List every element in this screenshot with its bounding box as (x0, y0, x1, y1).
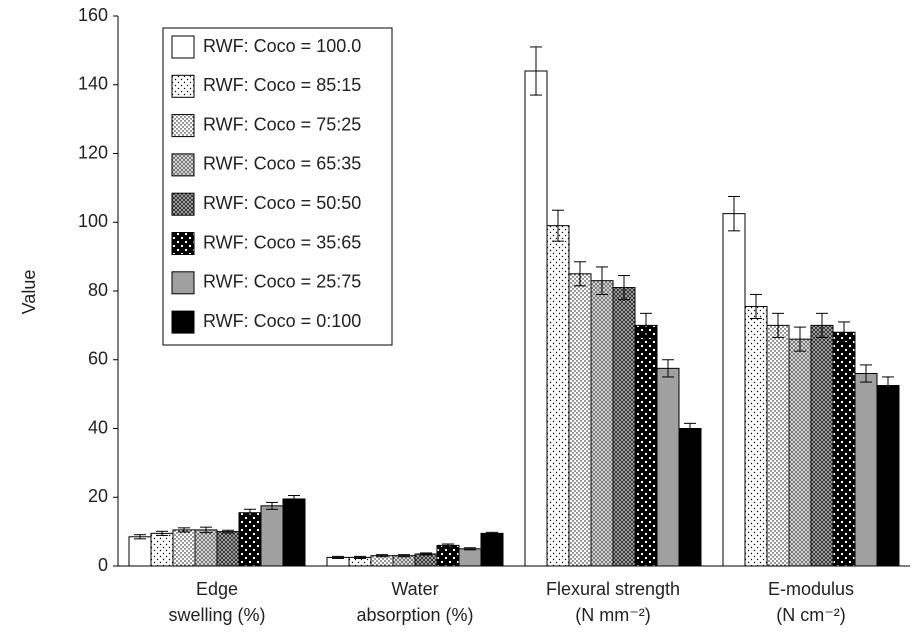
error-bar (244, 508, 256, 517)
bar (436, 544, 460, 567)
bar (678, 428, 702, 567)
bar (744, 305, 768, 567)
legend-swatch (171, 232, 195, 255)
legend-swatch (171, 74, 195, 98)
bar (172, 529, 196, 567)
error-bar (420, 552, 432, 556)
y-tick-label: 140 (78, 74, 108, 94)
y-tick-label: 100 (78, 211, 108, 231)
bar (546, 225, 570, 567)
error-bar (816, 312, 828, 338)
legend-swatch (171, 192, 195, 216)
bar (788, 338, 812, 567)
error-bar (596, 266, 608, 295)
error-bar (398, 554, 410, 558)
y-tick-label: 60 (88, 349, 108, 369)
error-bar (354, 555, 366, 559)
legend-label: RWF: Coco = 100.0 (203, 36, 361, 56)
error-bar (794, 326, 806, 352)
error-bar (728, 195, 740, 232)
error-bar (486, 531, 498, 535)
bar (876, 385, 900, 567)
bar (766, 324, 790, 567)
x-tick-label: (N cm⁻²) (776, 605, 845, 625)
y-tick-label: 40 (88, 417, 108, 437)
bar (634, 324, 658, 567)
legend-swatch (171, 153, 195, 177)
error-bar (156, 530, 168, 536)
bar (458, 548, 482, 567)
error-bar (772, 312, 784, 338)
bar (832, 331, 856, 567)
bar (194, 529, 218, 567)
error-bar (222, 529, 234, 534)
error-bar (200, 526, 212, 534)
error-bar (860, 364, 872, 383)
legend-swatch (171, 35, 195, 59)
bar (370, 555, 394, 567)
x-tick-label: Edge (196, 579, 238, 599)
bar (282, 498, 306, 567)
x-tick-label: absorption (%) (356, 605, 473, 625)
error-bar (376, 554, 388, 558)
error-bar (882, 376, 894, 395)
error-bar (288, 495, 300, 503)
bar (656, 367, 680, 567)
legend-swatch (171, 310, 195, 334)
legend-label: RWF: Coco = 85:15 (203, 75, 361, 95)
x-tick-label: (N mm⁻²) (575, 605, 650, 625)
bar (854, 373, 878, 567)
bar (414, 553, 438, 567)
bar (480, 532, 504, 567)
legend (162, 27, 393, 346)
bar (392, 555, 416, 567)
error-bar (530, 46, 542, 96)
legend-label: RWF: Coco = 35:65 (203, 232, 361, 252)
bar (810, 324, 834, 567)
y-tick-label: 80 (88, 280, 108, 300)
y-tick-label: 0 (98, 555, 108, 575)
error-bar (178, 527, 190, 533)
x-tick-label: Water (391, 579, 438, 599)
bar (216, 531, 240, 567)
error-bar (618, 275, 630, 301)
legend-label: RWF: Coco = 0:100 (203, 311, 361, 331)
error-bar (662, 359, 674, 378)
error-bar (332, 555, 344, 559)
error-bar (750, 293, 762, 319)
bar (722, 213, 746, 567)
error-bar (266, 501, 278, 510)
error-bar (684, 422, 696, 435)
x-tick-label: E-modulus (768, 579, 854, 599)
error-bar (838, 321, 850, 344)
legend-label: RWF: Coco = 25:75 (203, 272, 361, 292)
y-tick-label: 120 (78, 142, 108, 162)
y-axis-label: Value (19, 270, 39, 315)
bar (238, 512, 262, 567)
legend-label: RWF: Coco = 50:50 (203, 193, 361, 213)
error-bar (574, 261, 586, 287)
legend-swatch (171, 271, 195, 295)
error-bar (464, 547, 476, 551)
bar (260, 505, 284, 567)
bar (524, 70, 548, 567)
bar (150, 532, 174, 567)
bar (128, 536, 152, 567)
y-tick-label: 160 (78, 5, 108, 25)
error-bar (640, 312, 652, 338)
x-tick-label: swelling (%) (168, 605, 265, 625)
legend-swatch (171, 114, 195, 138)
x-tick-label: Flexural strength (546, 579, 680, 599)
y-tick-label: 20 (88, 486, 108, 506)
legend-label: RWF: Coco = 65:35 (203, 154, 361, 174)
legend-label: RWF: Coco = 75:25 (203, 114, 361, 134)
error-bar (134, 534, 146, 540)
error-bar (552, 209, 564, 242)
bar (568, 273, 592, 567)
bar (612, 287, 636, 567)
bar (590, 280, 614, 567)
error-bar (442, 543, 454, 548)
